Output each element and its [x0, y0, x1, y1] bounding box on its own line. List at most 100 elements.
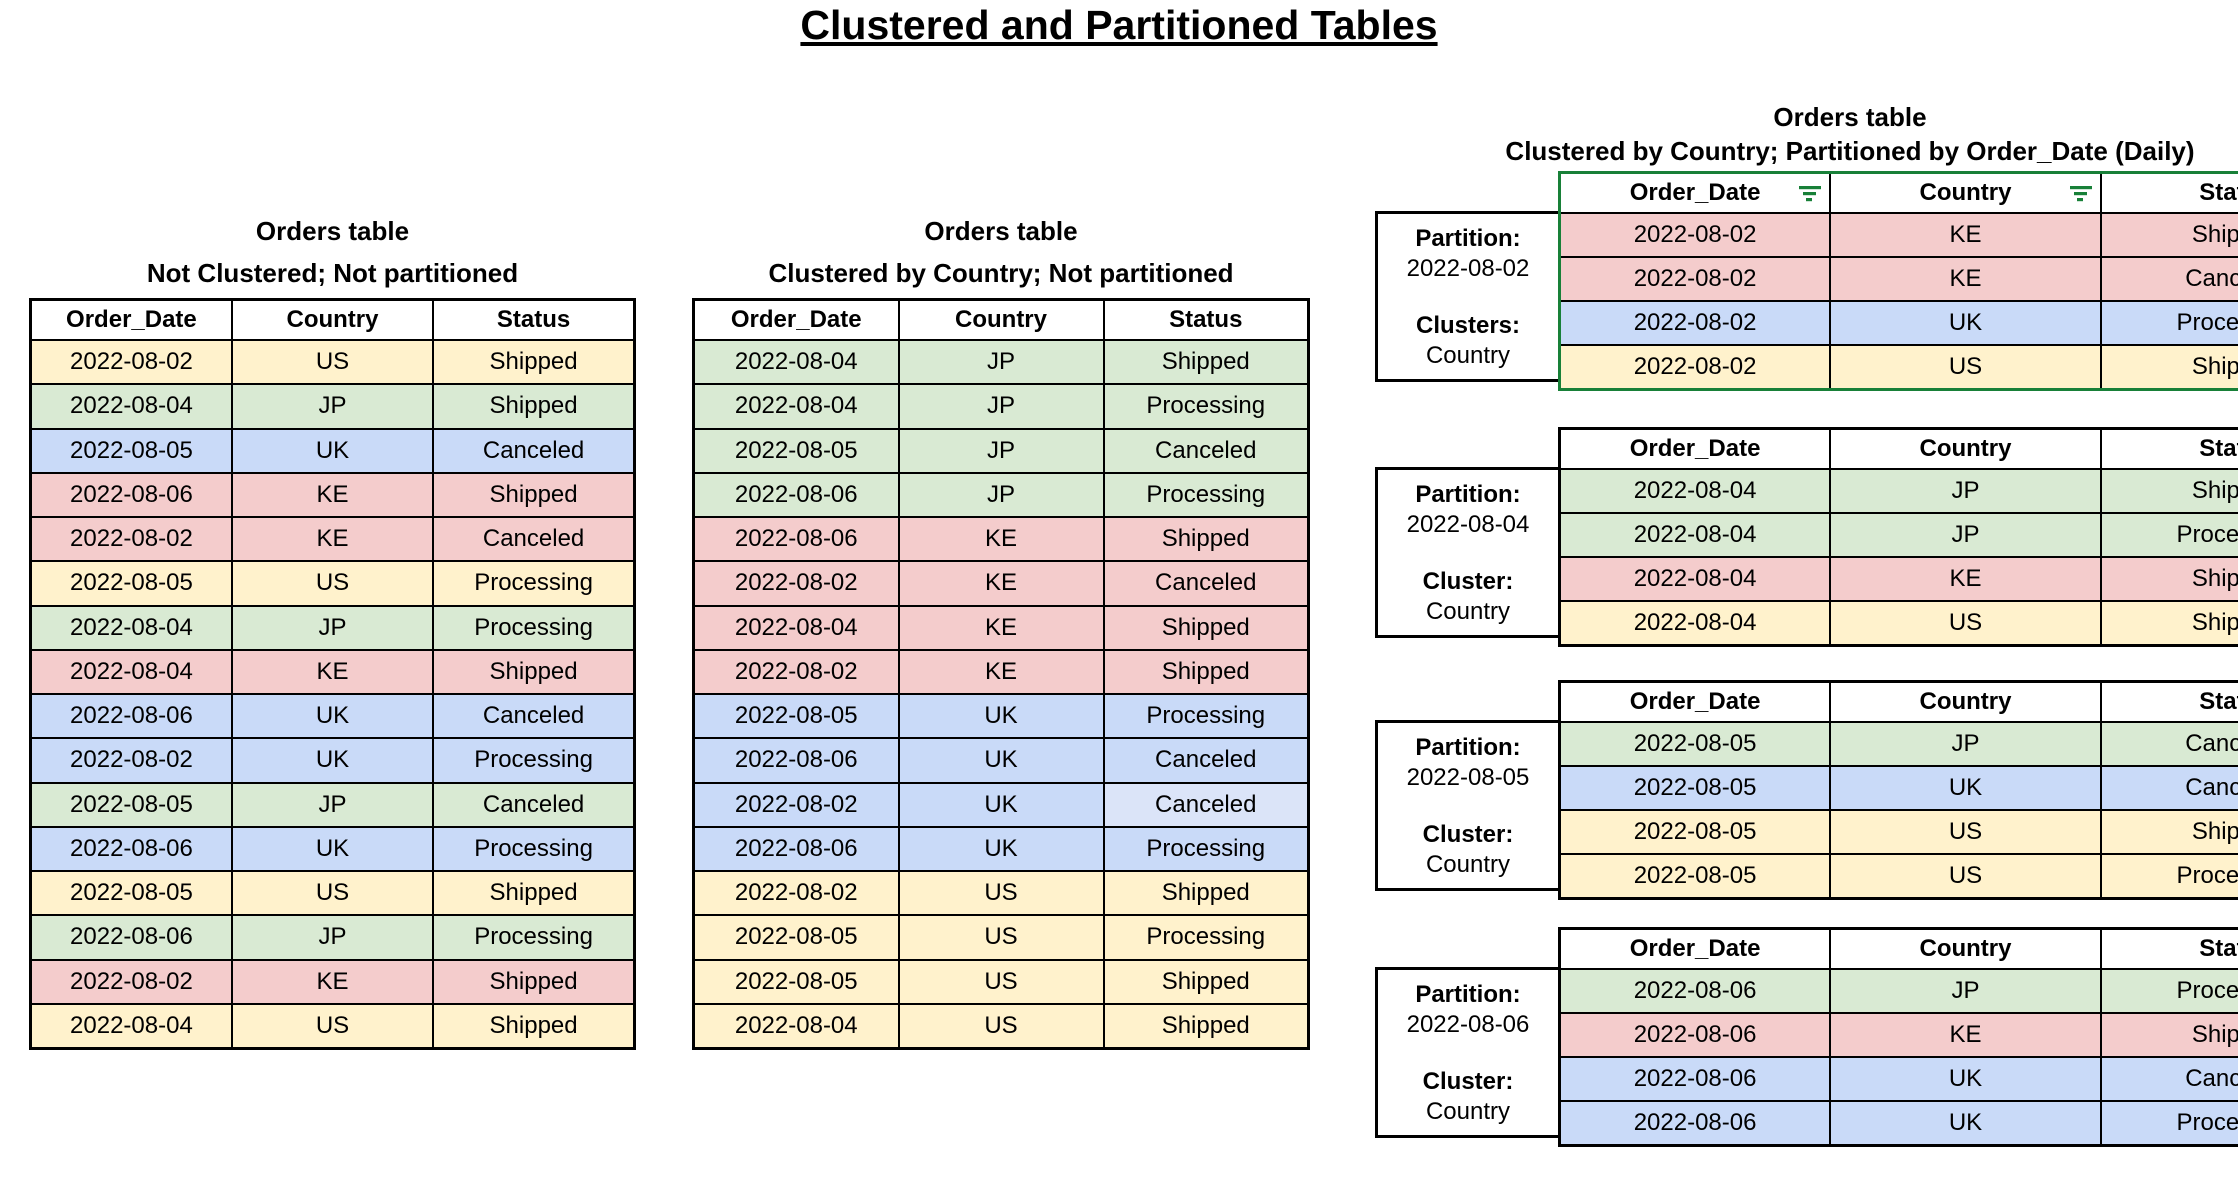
order-date-cell: 2022-08-02	[692, 781, 900, 828]
filter-icon[interactable]	[2069, 184, 2093, 202]
order-date-cell: 2022-08-04	[1558, 600, 1832, 647]
middle-table-title: Orders table	[924, 216, 1078, 246]
partition-table-2022-08-06: Order_Date Country Status 2022-08-06JPPr…	[1558, 927, 2238, 1147]
order-date-cell: 2022-08-04	[692, 604, 900, 651]
order-date-cell: 2022-08-05	[29, 427, 233, 474]
status-cell: Processing	[2099, 300, 2238, 346]
order-date-cell: 2022-08-05	[1558, 721, 1832, 767]
status-cell: Shipped	[432, 383, 636, 430]
country-cell: US	[230, 560, 435, 607]
cluster-value: Country	[1425, 342, 1511, 369]
country-cell: UK	[1829, 765, 2102, 811]
cluster-label-group: Cluster: Country	[1380, 567, 1556, 627]
status-cell: Shipped	[1102, 648, 1310, 696]
header-row: Order_Date Country Status	[1558, 927, 2238, 970]
partition-block-1: Partition: 2022-08-02 Clusters: Country …	[1375, 171, 2238, 391]
country-cell: UK	[897, 825, 1105, 873]
order-date-cell: 2022-08-05	[1558, 765, 1832, 811]
order-date-cell: 2022-08-06	[1558, 968, 1832, 1014]
country-cell: JP	[230, 604, 435, 651]
middle-table-title-block: Orders table Clustered by Country; Not p…	[692, 210, 1310, 298]
cluster-label: Clusters:	[1415, 312, 1521, 339]
partition-block-3: Partition: 2022-08-05 Cluster: Country O…	[1375, 680, 2238, 900]
status-cell: Processing	[1102, 692, 1310, 740]
country-cell: JP	[897, 383, 1105, 430]
column-header-status: Status	[1102, 298, 1310, 341]
country-cell: KE	[1829, 556, 2102, 602]
partition-label-group: Partition: 2022-08-06	[1380, 980, 1556, 1040]
order-date-cell: 2022-08-04	[692, 338, 900, 386]
status-cell: Processing	[2099, 1100, 2238, 1147]
order-date-cell: 2022-08-04	[1558, 556, 1832, 602]
country-cell: JP	[1829, 968, 2102, 1014]
status-cell: Canceled	[432, 515, 636, 563]
order-date-cell: 2022-08-02	[29, 515, 233, 563]
order-date-cell: 2022-08-06	[1558, 1100, 1832, 1147]
order-date-cell: 2022-08-04	[1558, 468, 1832, 514]
country-cell: US	[230, 869, 435, 917]
partition-label: Partition:	[1415, 481, 1521, 508]
status-cell: Processing	[2099, 853, 2238, 900]
status-cell: Processing	[432, 825, 636, 873]
column-header-order-date: Order_Date	[1558, 427, 1832, 470]
country-cell: KE	[897, 648, 1105, 696]
status-cell: Shipped	[1102, 869, 1310, 917]
middle-table-subtitle: Clustered by Country; Not partitioned	[768, 258, 1234, 288]
order-date-cell: 2022-08-05	[29, 869, 233, 917]
status-cell: Processing	[432, 560, 636, 607]
table-row: 2022-08-05 UK Processing	[692, 692, 1310, 740]
country-cell: US	[230, 338, 435, 386]
column-header-order-date: Order_Date	[1558, 927, 1832, 970]
order-date-cell: 2022-08-05	[692, 692, 900, 740]
order-date-cell: 2022-08-02	[692, 560, 900, 607]
column-header-country: Country	[897, 298, 1105, 341]
country-cell: US	[230, 1002, 435, 1050]
status-cell: Shipped	[432, 958, 636, 1005]
orders-table-clustered: Order_Date Country Status 2022-08-04 JP Sh…	[692, 298, 1310, 1050]
order-date-cell: 2022-08-02	[692, 869, 900, 917]
country-cell: US	[1829, 344, 2102, 391]
status-cell: Canceled	[2099, 1056, 2238, 1102]
order-date-cell: 2022-08-04	[29, 648, 233, 696]
order-date-cell: 2022-08-05	[29, 781, 233, 828]
header-row: Order_Date Country Status	[692, 298, 1310, 341]
header-row: Order_Date Country Status	[1558, 171, 2238, 214]
order-date-cell: 2022-08-06	[1558, 1012, 1832, 1058]
status-cell: Processing	[2099, 512, 2238, 558]
status-cell: Processing	[432, 914, 636, 961]
column-header-country: Country	[1829, 927, 2102, 970]
partition-label-box: Partition: 2022-08-04 Cluster: Country	[1375, 467, 1561, 638]
partition-value: 2022-08-04	[1406, 511, 1530, 538]
status-cell: Processing	[432, 737, 636, 784]
status-cell: Shipped	[432, 471, 636, 519]
status-cell: Shipped	[1102, 604, 1310, 651]
country-cell: KE	[897, 515, 1105, 563]
column-header-country: Country	[230, 298, 435, 341]
filter-icon[interactable]	[1798, 184, 1822, 202]
order-date-cell: 2022-08-02	[1558, 344, 1832, 391]
cluster-value: Country	[1425, 851, 1511, 878]
order-date-cell: 2022-08-06	[692, 471, 900, 519]
column-header-country: Country	[1829, 680, 2102, 723]
partition-label: Partition:	[1415, 734, 1521, 761]
country-cell: KE	[1829, 212, 2102, 258]
column-header-status: Status	[2099, 427, 2238, 470]
cluster-value: Country	[1425, 598, 1511, 625]
